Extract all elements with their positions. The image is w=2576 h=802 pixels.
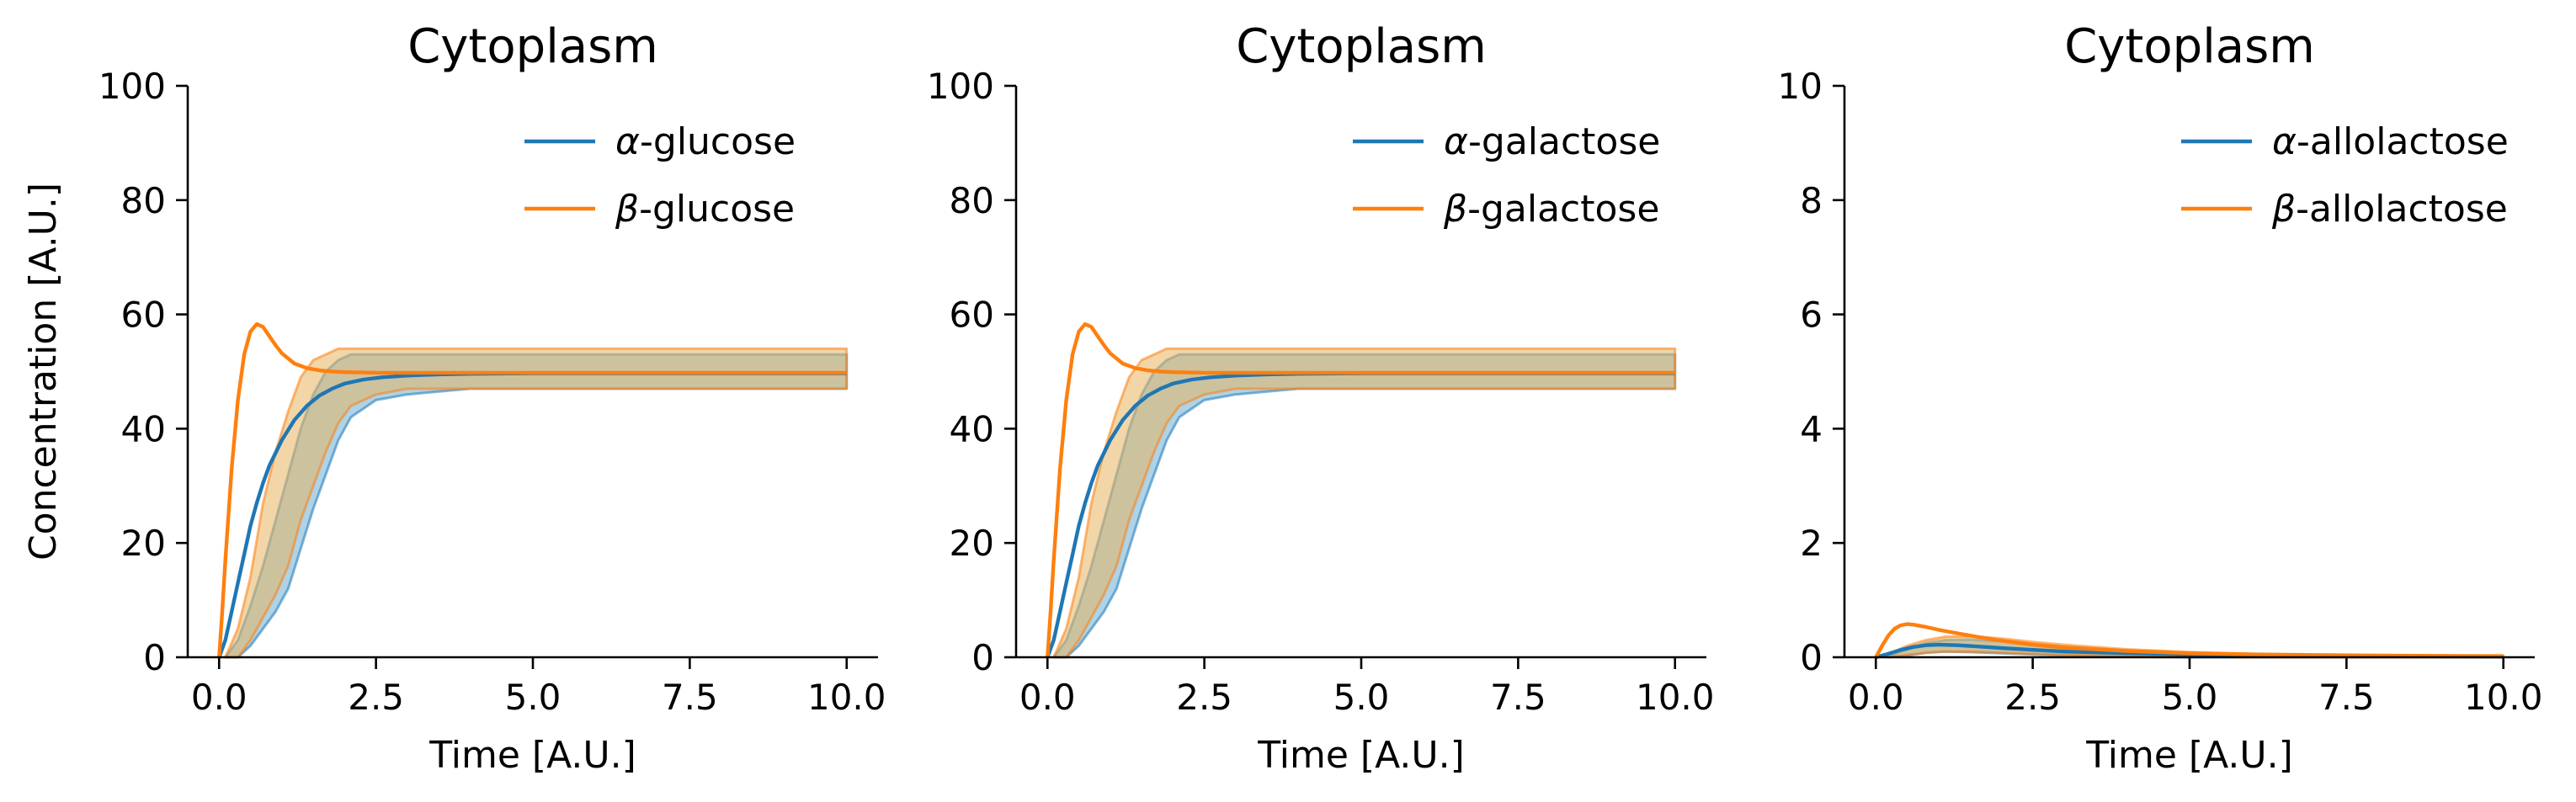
- legend-greek-letter: β: [615, 188, 639, 231]
- legend-label: -allolactose: [2297, 120, 2509, 163]
- legend-entry: α-allolactose: [2272, 120, 2509, 163]
- y-tick-label: 60: [950, 295, 994, 336]
- legend-label: -galactose: [1467, 188, 1659, 231]
- x-tick-label: 5.0: [2162, 677, 2218, 718]
- y-tick-label: 100: [927, 66, 994, 107]
- legend-label: -glucose: [639, 188, 795, 231]
- x-tick-label: 0.0: [1848, 677, 1904, 718]
- legend-entry: α-glucose: [615, 120, 796, 163]
- y-tick-label: 0: [143, 637, 166, 678]
- x-tick-label: 7.5: [662, 677, 718, 718]
- x-tick-label: 5.0: [505, 677, 562, 718]
- panel-title: Cytoplasm: [2064, 19, 2315, 74]
- series-line-beta: [1046, 321, 1675, 658]
- x-axis-title: Time [A.U.]: [1257, 734, 1465, 777]
- x-tick-label: 7.5: [1490, 677, 1546, 718]
- y-tick-label: 100: [98, 66, 166, 107]
- y-tick-label: 8: [1800, 180, 1823, 221]
- x-tick-label: 0.0: [191, 677, 247, 718]
- legend-entry: β-allolactose: [2271, 188, 2508, 231]
- x-tick-label: 2.5: [1176, 677, 1232, 718]
- chart-panel-2: 0.0 2.5 5.0 7.5 10.0 0 20 40 60 80 100 Cytoplasm Tim…: [927, 19, 1715, 777]
- legend-greek-letter: α: [1444, 120, 1468, 163]
- y-tick-label: 60: [121, 295, 166, 336]
- legend-greek-letter: β: [2271, 188, 2296, 231]
- legend-label: -allolactose: [2296, 188, 2508, 231]
- panel-title: Cytoplasm: [407, 19, 658, 74]
- panel-title: Cytoplasm: [1236, 19, 1487, 74]
- chart-panel-3: 0.0 2.5 5.0 7.5 10.0 0 2 4 6 8 10 Cytoplasm Time [A.…: [1778, 19, 2543, 777]
- legend-label: -galactose: [1468, 120, 1660, 163]
- legend-entry: β-galactose: [1443, 188, 1659, 231]
- legend-entry: β-glucose: [615, 188, 795, 231]
- x-axis-title: Time [A.U.]: [2085, 734, 2293, 777]
- y-tick-label: 80: [950, 180, 994, 221]
- x-tick-label: 10.0: [807, 677, 886, 718]
- x-axis-title: Time [A.U.]: [428, 734, 636, 777]
- legend-greek-letter: α: [2272, 120, 2297, 163]
- y-tick-label: 0: [1800, 637, 1823, 678]
- y-tick-label: 10: [1778, 66, 1823, 107]
- x-tick-label: 2.5: [348, 677, 404, 718]
- x-tick-label: 2.5: [2004, 677, 2061, 718]
- y-tick-label: 6: [1800, 295, 1823, 336]
- series-line-beta: [1874, 622, 2504, 659]
- y-tick-label: 20: [950, 523, 994, 564]
- y-tick-label: 20: [121, 523, 166, 564]
- chart-panel-1: 0.0 2.5 5.0 7.5 10.0 0 20 40 60 80 100 Cytoplasm Tim…: [22, 19, 886, 777]
- legend-greek-letter: β: [1443, 188, 1467, 231]
- legend-greek-letter: α: [615, 120, 640, 163]
- x-tick-label: 10.0: [2464, 677, 2543, 718]
- y-tick-label: 0: [971, 637, 994, 678]
- legend-entry: α-galactose: [1444, 120, 1660, 163]
- y-axis-title: Concentration [A.U.]: [22, 183, 65, 560]
- x-tick-label: 0.0: [1019, 677, 1076, 718]
- y-tick-label: 4: [1800, 408, 1823, 449]
- x-tick-label: 10.0: [1636, 677, 1715, 718]
- x-tick-label: 7.5: [2318, 677, 2375, 718]
- y-tick-label: 2: [1800, 523, 1823, 564]
- legend-label: -glucose: [640, 120, 796, 163]
- y-tick-label: 40: [121, 408, 166, 449]
- x-tick-label: 5.0: [1333, 677, 1390, 718]
- y-tick-label: 40: [950, 408, 994, 449]
- series-line-beta: [217, 321, 847, 658]
- y-tick-label: 80: [121, 180, 166, 221]
